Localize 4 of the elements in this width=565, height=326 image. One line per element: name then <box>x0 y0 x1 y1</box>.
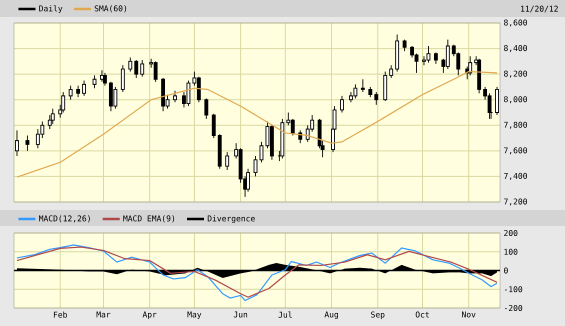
candlestick <box>25 135 30 152</box>
candlestick <box>15 130 19 156</box>
candlestick <box>254 156 258 177</box>
candlestick <box>225 152 230 170</box>
